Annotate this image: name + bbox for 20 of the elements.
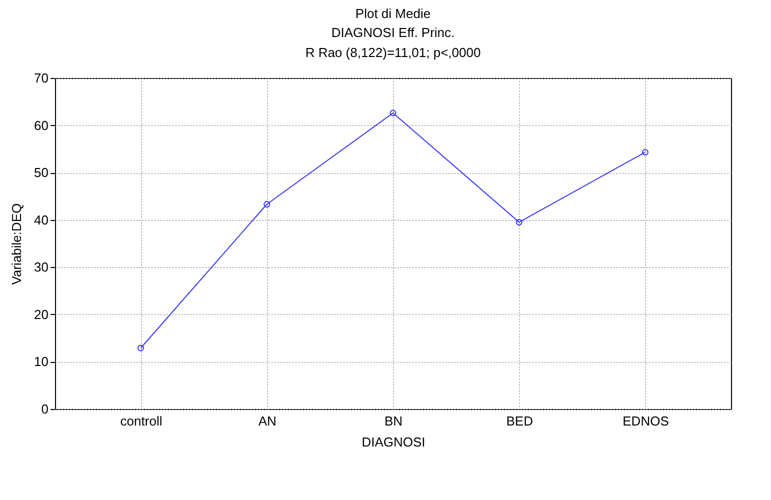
x-axis-title: DIAGNOSI [362, 434, 426, 450]
y-tick-label: 20 [34, 306, 48, 322]
chart-title: Plot di Medie [355, 6, 431, 21]
y-tick-label: 50 [34, 165, 48, 180]
point [516, 218, 522, 226]
x-tick-label: EDNOS [622, 414, 670, 428]
x-tick-label: controll [120, 414, 162, 428]
y-axis-title: Variabile:DEQ [9, 203, 24, 285]
point [264, 201, 270, 208]
point [390, 110, 396, 116]
chart-subtitle: DIAGNOSI Eff. Princ. R Rao (8,122)=11,01; p<,0000 [305, 25, 481, 60]
y-tick-label: 30 [34, 260, 48, 275]
y-tick-label: 70 [34, 70, 48, 86]
x-tick-label: AN [258, 414, 276, 428]
y-tick-label: 60 [34, 118, 48, 133]
y-tick-label: 40 [34, 212, 48, 228]
x-tick-label: BN [384, 414, 403, 428]
x-tick-label: BED [506, 414, 533, 428]
y-tick-label: 0 [41, 402, 48, 416]
y-tick-label: 10 [34, 354, 48, 370]
